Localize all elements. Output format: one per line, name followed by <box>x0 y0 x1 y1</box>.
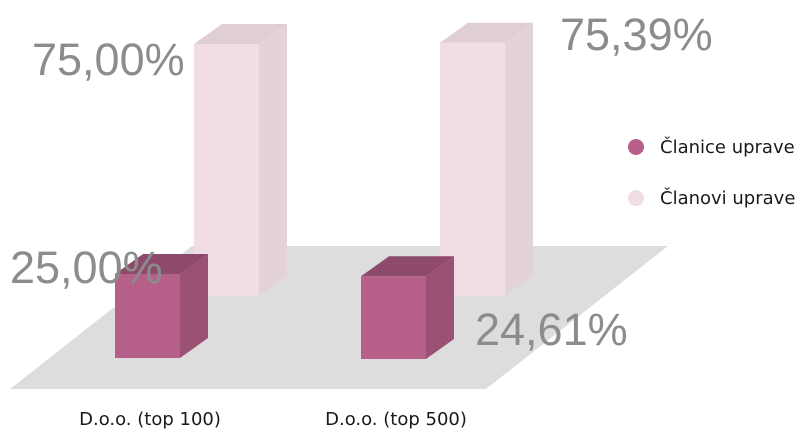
value-label-clanovi-0: 75,00% <box>32 34 185 85</box>
bar-top-face <box>440 22 533 43</box>
value-label-clanice-0: 25,00% <box>10 242 163 293</box>
legend-label-clanovi-uprave: Članovi uprave <box>660 187 795 209</box>
bar-side-face <box>426 256 454 359</box>
value-label-clanovi-1: 75,39% <box>560 9 713 60</box>
bar-side-face <box>259 24 287 296</box>
bar-side-face <box>180 254 208 358</box>
legend-swatch-clanice-uprave <box>628 139 644 155</box>
bar-clanice-1 <box>361 256 454 359</box>
bar-clanovi-0 <box>194 24 287 296</box>
bar-front-face <box>440 42 505 296</box>
category-label-top-500: D.o.o. (top 500) <box>325 409 467 429</box>
bar-front-face <box>194 44 259 296</box>
bar-top-face <box>361 256 454 277</box>
bar-top-face <box>194 24 287 44</box>
value-labels-group: 75,00% 75,39% 25,00% 24,61% <box>10 9 713 355</box>
bar-top-face <box>115 254 208 274</box>
bar-side-face <box>505 22 533 296</box>
bar-front-face <box>115 274 180 358</box>
bars-group <box>115 22 533 359</box>
legend-label-clanice-uprave: Članice uprave <box>660 136 795 158</box>
value-label-clanice-1: 24,61% <box>475 304 628 355</box>
legend: Članice uprave Članovi uprave <box>628 136 795 209</box>
bar-front-face <box>361 276 426 359</box>
bar-clanovi-1 <box>440 22 533 296</box>
bar-clanice-0 <box>115 254 208 358</box>
category-label-top-100: D.o.o. (top 100) <box>79 409 221 429</box>
legend-swatch-clanovi-uprave <box>628 190 644 206</box>
